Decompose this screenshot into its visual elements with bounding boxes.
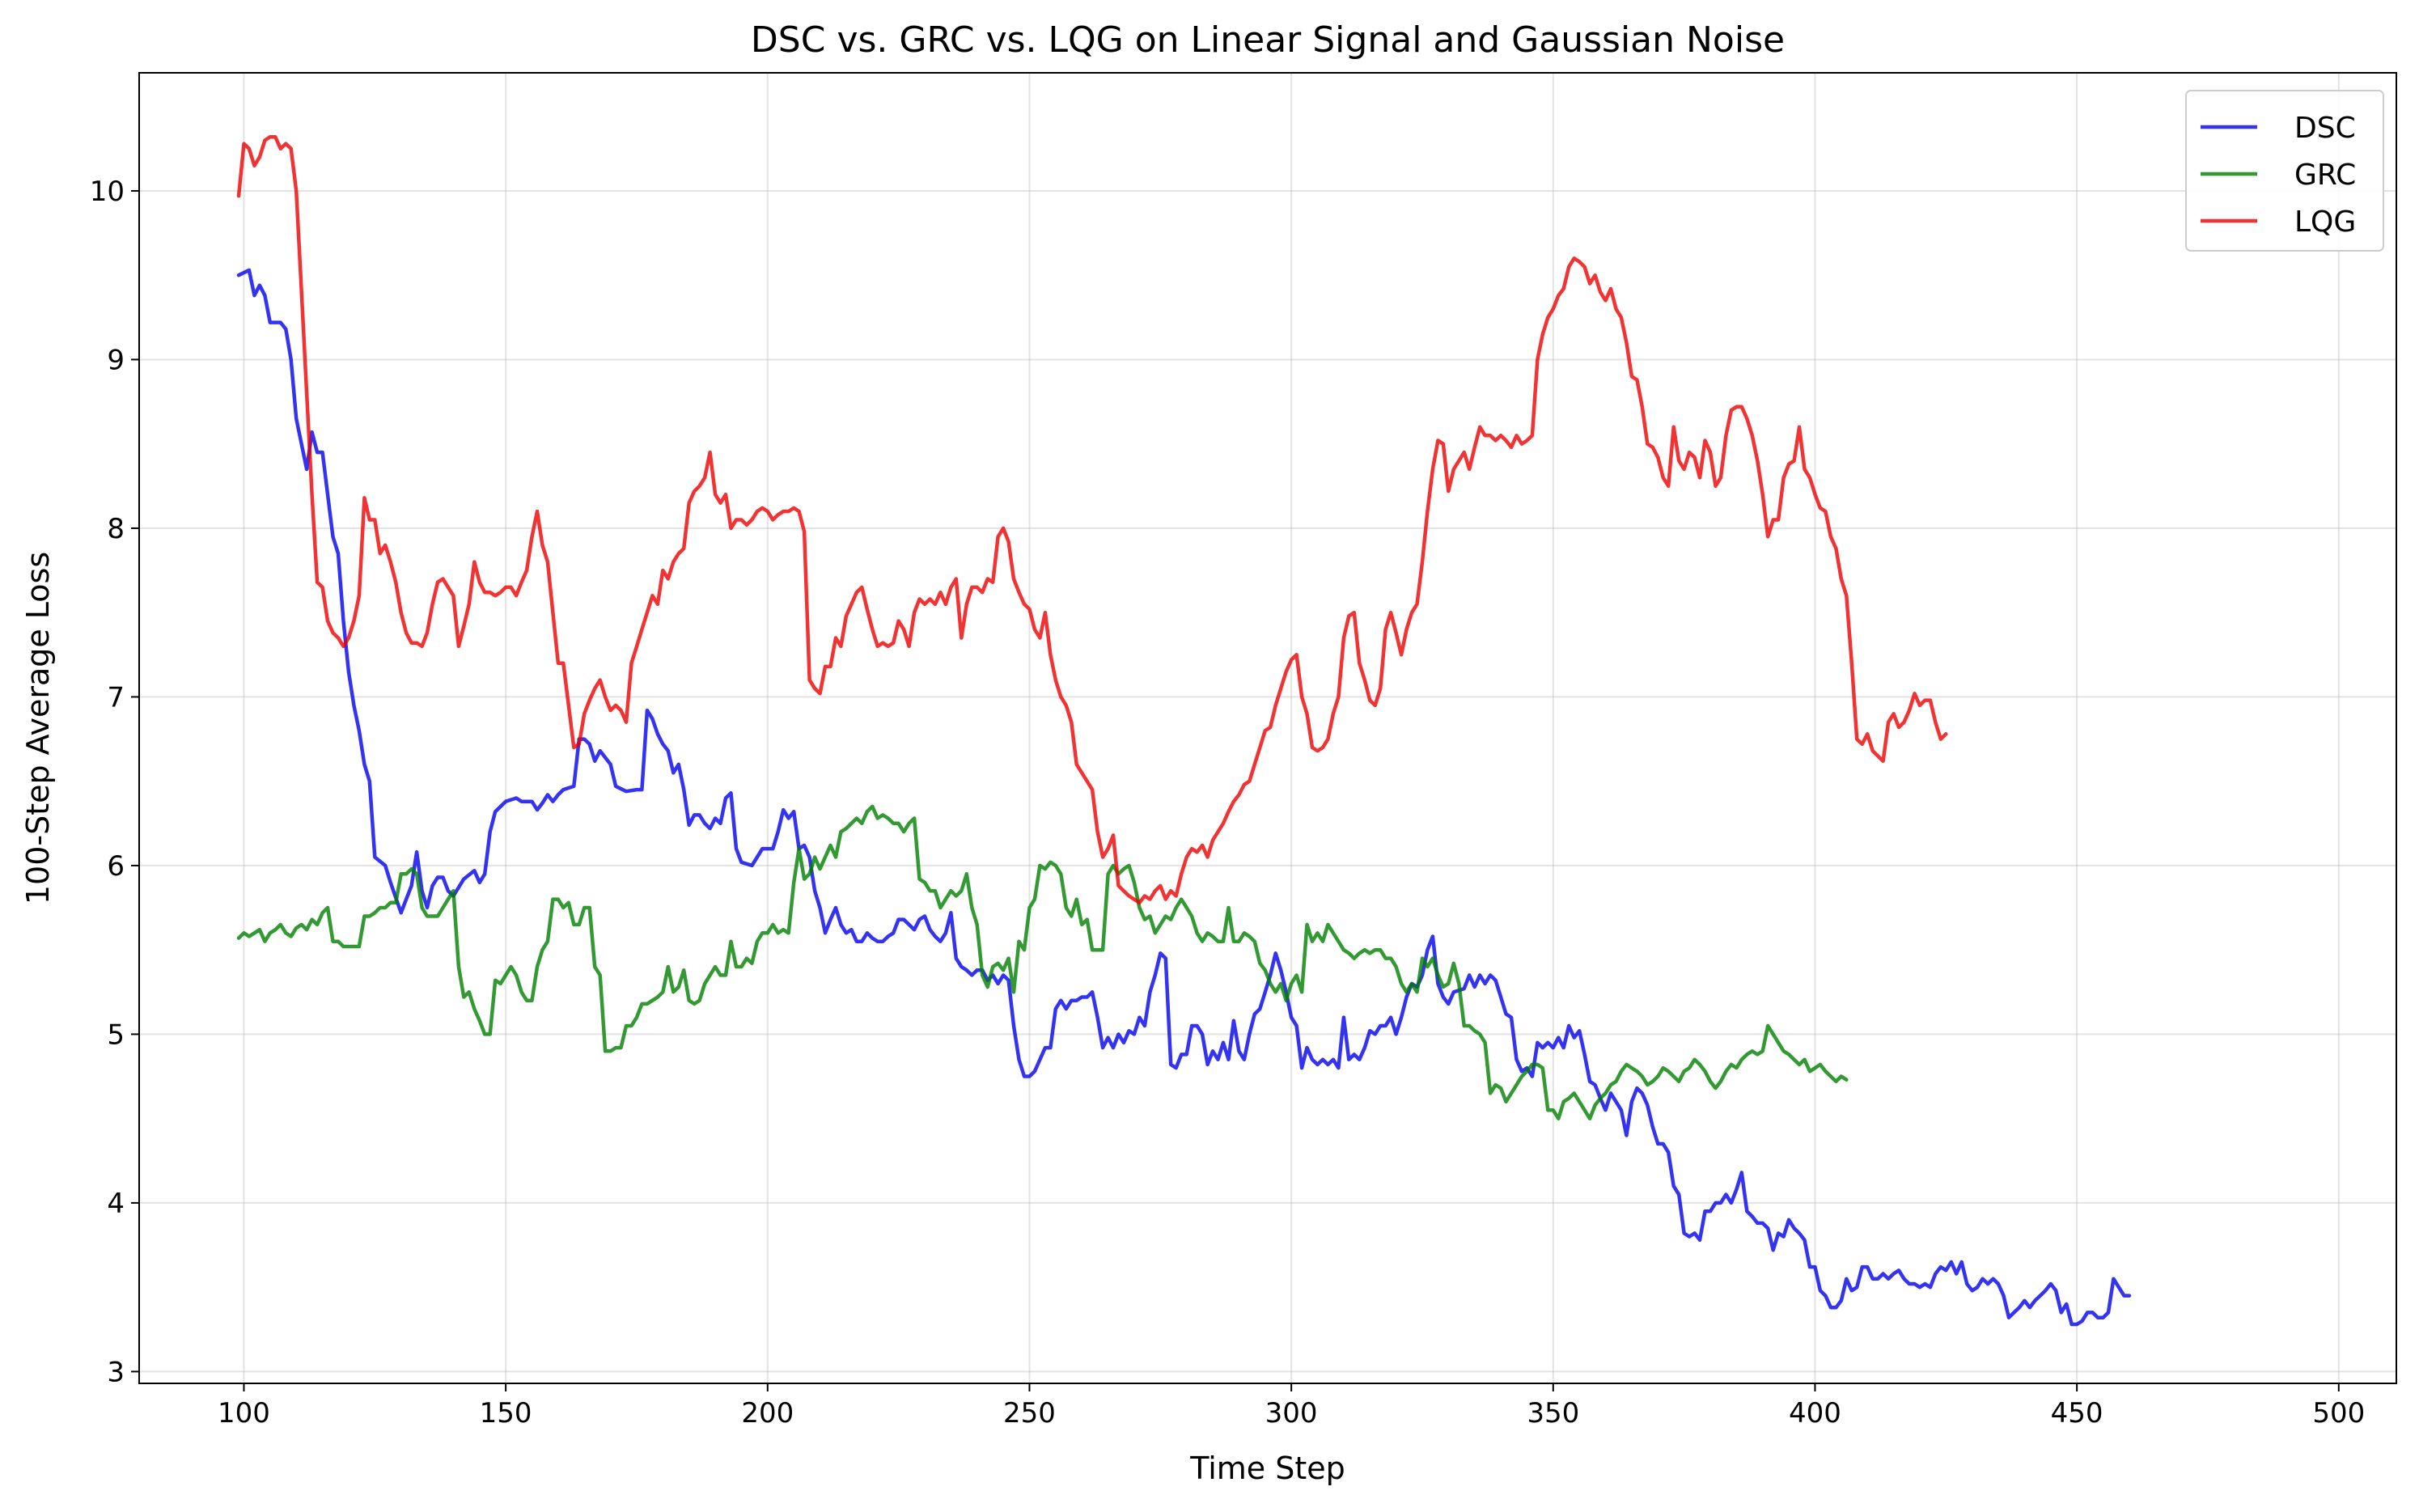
x-tick-label: 400 xyxy=(1789,1397,1841,1429)
legend: DSC GRC LQG xyxy=(2185,90,2384,252)
chart-title: DSC vs. GRC vs. LQG on Linear Signal and… xyxy=(751,19,1785,61)
x-tick-label: 100 xyxy=(218,1397,270,1429)
y-tick-label: 10 xyxy=(90,176,125,208)
x-axis-ticks: 100 150 200 250 300 350 400 450 500 xyxy=(218,1383,2365,1429)
x-tick-label: 350 xyxy=(1527,1397,1579,1429)
plot-frame xyxy=(138,72,2397,1384)
legend-label-dsc: DSC xyxy=(2294,112,2356,145)
x-tick-label: 200 xyxy=(741,1397,794,1429)
y-tick-label: 4 xyxy=(107,1188,125,1220)
y-axis-ticks: 3 4 5 6 7 8 9 10 xyxy=(90,176,139,1388)
y-tick-label: 9 xyxy=(107,344,125,376)
x-tick-label: 250 xyxy=(1003,1397,1056,1429)
legend-label-grc: GRC xyxy=(2294,159,2356,192)
y-tick-label: 7 xyxy=(107,681,125,714)
y-tick-label: 6 xyxy=(107,850,125,883)
y-tick-label: 3 xyxy=(107,1356,125,1388)
x-tick-label: 500 xyxy=(2312,1397,2365,1429)
y-tick-label: 8 xyxy=(107,513,125,545)
x-tick-label: 150 xyxy=(480,1397,532,1429)
grid xyxy=(139,73,2396,1383)
y-tick-label: 5 xyxy=(107,1019,125,1051)
series-line-grc xyxy=(236,804,1849,1120)
y-axis-label: 100-Step Average Loss xyxy=(20,552,56,904)
series-line-dsc xyxy=(236,268,2132,1327)
series-lines xyxy=(236,134,2132,1327)
series-line-lqg xyxy=(236,134,1948,905)
legend-box xyxy=(2185,90,2384,252)
x-tick-label: 450 xyxy=(2051,1397,2103,1429)
x-axis-label: Time Step xyxy=(1189,1451,1345,1486)
x-tick-label: 300 xyxy=(1265,1397,1318,1429)
legend-label-lqg: LQG xyxy=(2294,205,2356,239)
